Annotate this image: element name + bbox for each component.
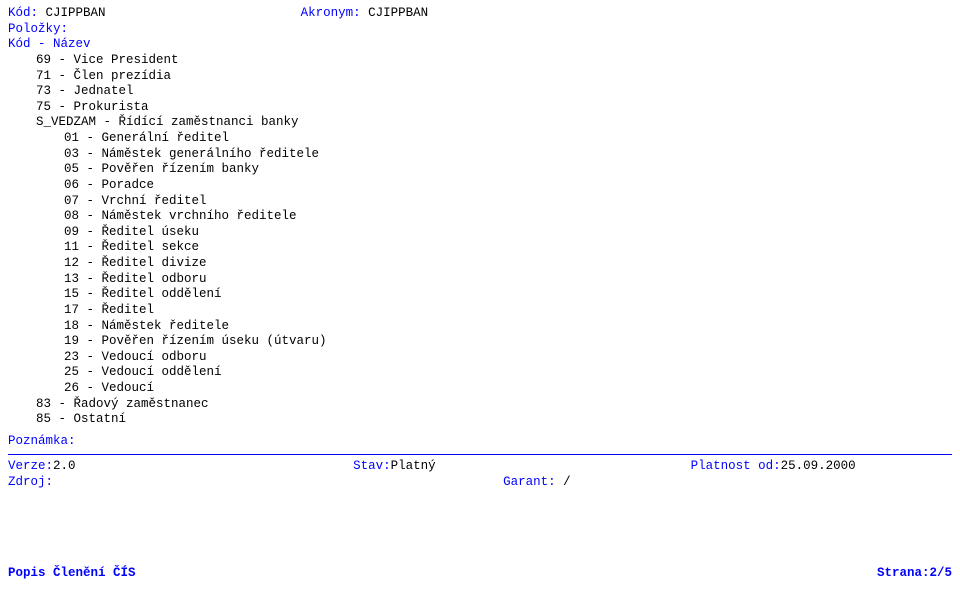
list-item: 11 - Ředitel sekce [8, 240, 952, 256]
list-item: 19 - Pověřen řízením úseku (útvaru) [8, 334, 952, 350]
list-item: 06 - Poradce [8, 178, 952, 194]
kod-value-text: CJIPPBAN [46, 6, 106, 20]
list-item: 75 - Prokurista [8, 100, 952, 116]
polozky-label: Položky: [8, 22, 952, 38]
list-item: 73 - Jednatel [8, 84, 952, 100]
footer-spacer-2 [436, 459, 691, 473]
list-item: 05 - Pověřen řízením banky [8, 162, 952, 178]
footer-left: Popis Členění ČÍS [8, 566, 136, 582]
footer-row-2: Zdroj: Garant: / [8, 475, 952, 491]
akronym-label: Akronym: [301, 6, 361, 20]
page: Kód: CJIPPBAN Akronym: CJIPPBAN Položky:… [0, 0, 960, 590]
verze-label: Verze: [8, 459, 53, 473]
zdroj-label: Zdroj: [8, 475, 53, 489]
list-item: 15 - Ředitel oddělení [8, 287, 952, 303]
list-item: 18 - Náměstek ředitele [8, 319, 952, 335]
list-item: 17 - Ředitel [8, 303, 952, 319]
subheader: Kód - Název [8, 37, 952, 53]
list-item: 03 - Náměstek generálního ředitele [8, 147, 952, 163]
header-spacer [106, 6, 301, 20]
list-item: 09 - Ředitel úseku [8, 225, 952, 241]
platnost-label: Platnost od: [691, 459, 781, 473]
footer-spacer-3 [53, 475, 503, 489]
list-item: 07 - Vrchní ředitel [8, 194, 952, 210]
list-item: 23 - Vedoucí odboru [8, 350, 952, 366]
footer-spacer-1 [76, 459, 354, 473]
list-item: 26 - Vedoucí [8, 381, 952, 397]
divider [8, 454, 952, 455]
list-item: 13 - Ředitel odboru [8, 272, 952, 288]
stav-label: Stav: [353, 459, 391, 473]
kod-label: Kód: [8, 6, 38, 20]
list-item: 08 - Náměstek vrchního ředitele [8, 209, 952, 225]
footer-right: Strana:2/5 [877, 566, 952, 582]
stav-value: Platný [391, 459, 436, 473]
verze-value: 2.0 [53, 459, 76, 473]
list-item: 01 - Generální ředitel [8, 131, 952, 147]
garant-label: Garant: [503, 475, 556, 489]
akronym-spacer [361, 6, 369, 20]
list-item: S_VEDZAM - Řídící zaměstnanci banky [8, 115, 952, 131]
poznamka-label: Poznámka: [8, 434, 952, 450]
footer-block: Verze:2.0 Stav:Platný Platnost od:25.09.… [8, 459, 952, 491]
garant-value: / [556, 475, 571, 489]
list-item: 71 - Člen prezídia [8, 69, 952, 85]
platnost-value: 25.09.2000 [781, 459, 856, 473]
list-item: 12 - Ředitel divize [8, 256, 952, 272]
akronym-value: CJIPPBAN [368, 6, 428, 20]
kod-value [38, 6, 46, 20]
list-item: 69 - Vice President [8, 53, 952, 69]
items-list: 69 - Vice President71 - Člen prezídia73 … [8, 53, 952, 428]
list-item: 25 - Vedoucí oddělení [8, 365, 952, 381]
header-line: Kód: CJIPPBAN Akronym: CJIPPBAN [8, 6, 952, 22]
page-footer: Popis Členění ČÍS Strana:2/5 [8, 566, 952, 582]
footer-row-1: Verze:2.0 Stav:Platný Platnost od:25.09.… [8, 459, 952, 475]
list-item: 83 - Řadový zaměstnanec [8, 397, 952, 413]
list-item: 85 - Ostatní [8, 412, 952, 428]
